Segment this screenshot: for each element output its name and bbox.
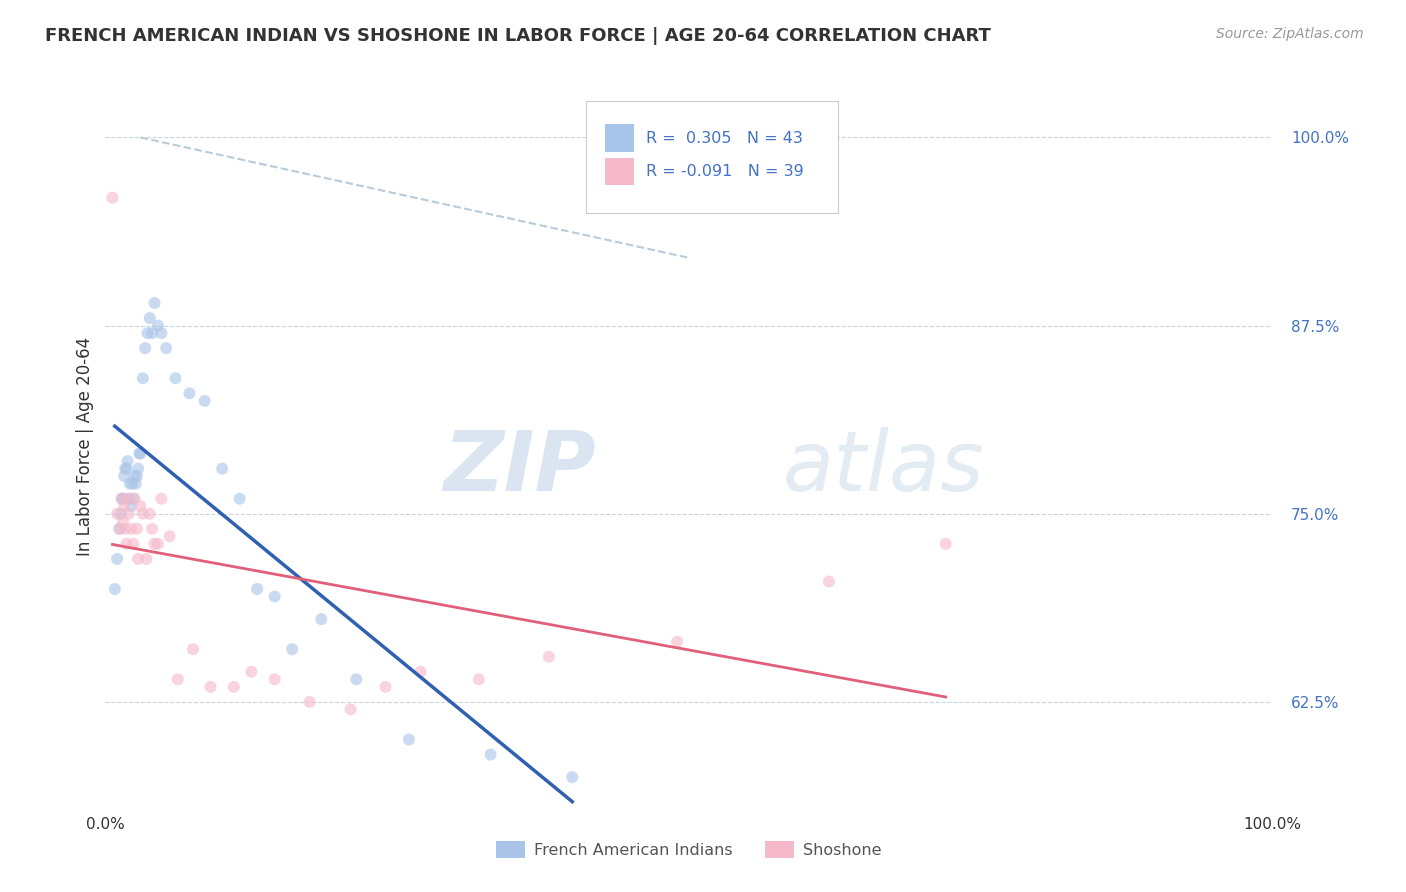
Point xyxy=(181,642,204,657)
Point xyxy=(110,507,132,521)
FancyBboxPatch shape xyxy=(586,101,838,213)
Point xyxy=(127,552,149,566)
Point xyxy=(112,499,135,513)
Y-axis label: In Labor Force | Age 20-64: In Labor Force | Age 20-64 xyxy=(76,336,94,556)
Point xyxy=(108,522,131,536)
Point xyxy=(129,446,152,460)
Point xyxy=(143,296,166,310)
Text: ZIP: ZIP xyxy=(443,427,596,508)
Point xyxy=(104,582,127,596)
Point xyxy=(311,612,333,626)
Point xyxy=(146,318,169,333)
Point xyxy=(135,552,157,566)
Point xyxy=(124,469,146,483)
Point xyxy=(115,461,138,475)
Point xyxy=(468,673,491,687)
Text: R =  0.305   N = 43: R = 0.305 N = 43 xyxy=(645,131,803,145)
FancyBboxPatch shape xyxy=(605,158,634,186)
Point xyxy=(409,665,432,679)
Point xyxy=(143,537,166,551)
Point xyxy=(105,507,128,521)
Point xyxy=(114,461,136,475)
Point xyxy=(112,469,135,483)
Point xyxy=(165,371,187,385)
Point xyxy=(101,191,124,205)
Point xyxy=(117,491,139,506)
Point xyxy=(122,537,145,551)
Point xyxy=(117,454,139,468)
Point xyxy=(398,732,420,747)
Point xyxy=(200,680,222,694)
Point xyxy=(479,747,502,762)
Point xyxy=(128,446,150,460)
Point xyxy=(344,673,367,687)
Point xyxy=(240,665,263,679)
Point xyxy=(935,537,957,551)
Point xyxy=(136,326,159,340)
FancyBboxPatch shape xyxy=(605,125,634,152)
Point xyxy=(228,491,250,506)
Point xyxy=(374,680,396,694)
Point xyxy=(125,522,148,536)
Point xyxy=(666,634,689,648)
Point xyxy=(118,507,141,521)
Point xyxy=(339,702,361,716)
Point xyxy=(537,649,560,664)
Point xyxy=(166,673,188,687)
Point xyxy=(114,522,136,536)
Point xyxy=(281,642,304,657)
Point xyxy=(298,695,321,709)
Point xyxy=(155,341,177,355)
Point xyxy=(120,499,142,513)
Point xyxy=(115,537,138,551)
Point xyxy=(124,491,146,506)
Point xyxy=(125,476,148,491)
Point xyxy=(118,491,141,506)
Point xyxy=(132,371,155,385)
Legend: French American Indians, Shoshone: French American Indians, Shoshone xyxy=(489,835,889,864)
Point xyxy=(129,499,152,513)
Point xyxy=(108,522,131,536)
Point xyxy=(159,529,181,543)
Point xyxy=(134,341,156,355)
Point xyxy=(146,537,169,551)
Point xyxy=(150,491,173,506)
Point xyxy=(150,326,173,340)
Point xyxy=(132,507,155,521)
Text: R = -0.091   N = 39: R = -0.091 N = 39 xyxy=(645,164,803,179)
Point xyxy=(127,461,149,475)
Point xyxy=(246,582,269,596)
Text: Source: ZipAtlas.com: Source: ZipAtlas.com xyxy=(1216,27,1364,41)
Point xyxy=(141,522,163,536)
Point xyxy=(141,326,163,340)
Point xyxy=(111,491,134,506)
Point xyxy=(179,386,201,401)
Point xyxy=(561,770,583,784)
Point xyxy=(818,574,841,589)
Text: atlas: atlas xyxy=(782,427,984,508)
Point xyxy=(120,522,142,536)
Point xyxy=(139,311,162,326)
Point xyxy=(105,552,128,566)
Point xyxy=(222,680,245,694)
Point xyxy=(121,476,143,491)
Point xyxy=(111,514,134,528)
Point xyxy=(122,491,145,506)
Point xyxy=(194,393,217,408)
Point xyxy=(139,507,162,521)
Point xyxy=(111,491,134,506)
Text: FRENCH AMERICAN INDIAN VS SHOSHONE IN LABOR FORCE | AGE 20-64 CORRELATION CHART: FRENCH AMERICAN INDIAN VS SHOSHONE IN LA… xyxy=(45,27,991,45)
Point xyxy=(118,476,141,491)
Point xyxy=(125,469,148,483)
Point xyxy=(111,491,134,506)
Point xyxy=(211,461,233,475)
Point xyxy=(263,590,285,604)
Point xyxy=(263,673,285,687)
